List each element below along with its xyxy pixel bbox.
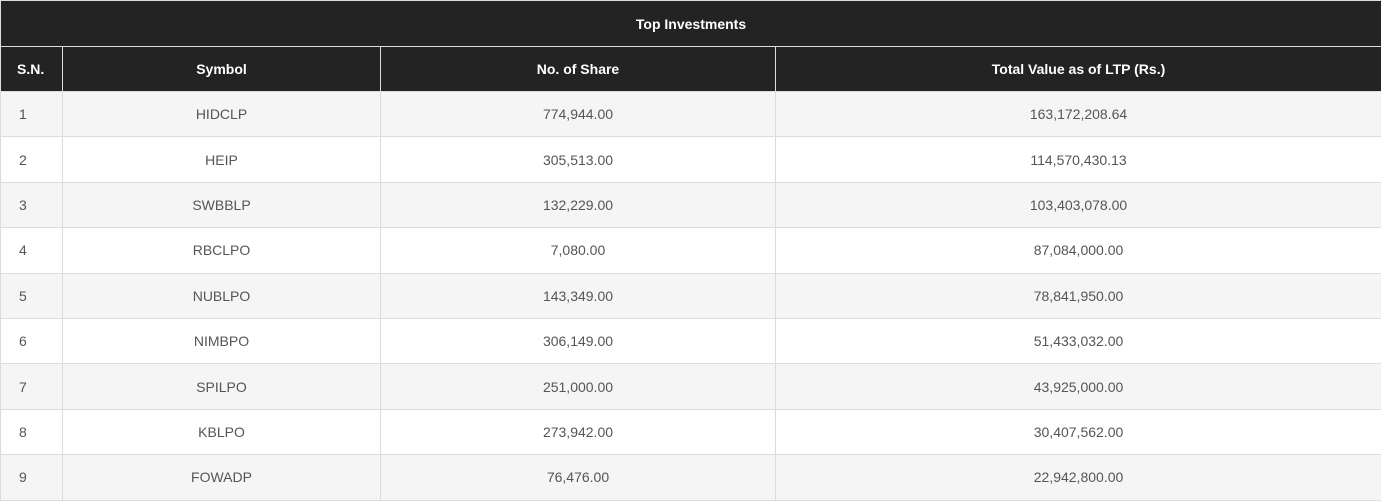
cell-value: 103,403,078.00 [774, 181, 1381, 229]
cell-sn: 1 [0, 90, 63, 138]
cell-sn: 2 [0, 136, 63, 183]
table-row: 2 HEIP 305,513.00 114,570,430.13 [0, 136, 1381, 183]
cell-shares: 774,944.00 [380, 90, 776, 138]
cell-symbol: HEIP [62, 136, 381, 183]
cell-symbol: NUBLPO [62, 272, 381, 319]
header-shares: No. of Share [380, 46, 776, 92]
cell-sn: 8 [0, 408, 63, 456]
cell-symbol: KBLPO [62, 408, 381, 456]
cell-shares: 76,476.00 [380, 454, 776, 501]
cell-shares: 306,149.00 [380, 317, 776, 365]
cell-symbol: RBCLPO [62, 227, 381, 274]
cell-value: 78,841,950.00 [774, 272, 1381, 319]
cell-shares: 132,229.00 [380, 181, 776, 229]
header-sn: S.N. [0, 46, 63, 92]
cell-sn: 5 [0, 272, 63, 319]
cell-value: 22,942,800.00 [774, 454, 1381, 501]
cell-value: 114,570,430.13 [774, 136, 1381, 183]
cell-symbol: FOWADP [62, 454, 381, 501]
cell-value: 87,084,000.00 [774, 227, 1381, 274]
cell-shares: 143,349.00 [380, 272, 776, 319]
table-title: Top Investments [0, 0, 1381, 47]
cell-value: 163,172,208.64 [774, 90, 1381, 138]
table-row: 4 RBCLPO 7,080.00 87,084,000.00 [0, 227, 1381, 274]
header-value: Total Value as of LTP (Rs.) [774, 46, 1381, 92]
cell-shares: 7,080.00 [380, 227, 776, 274]
cell-symbol: SWBBLP [62, 181, 381, 229]
cell-value: 43,925,000.00 [774, 363, 1381, 410]
cell-shares: 305,513.00 [380, 136, 776, 183]
table-header-row: S.N. Symbol No. of Share Total Value as … [0, 46, 1381, 92]
cell-value: 30,407,562.00 [774, 408, 1381, 456]
cell-sn: 7 [0, 363, 63, 410]
cell-sn: 9 [0, 454, 63, 501]
cell-value: 51,433,032.00 [774, 317, 1381, 365]
table-row: 7 SPILPO 251,000.00 43,925,000.00 [0, 363, 1381, 410]
table-row: 1 HIDCLP 774,944.00 163,172,208.64 [0, 90, 1381, 138]
table-row: 3 SWBBLP 132,229.00 103,403,078.00 [0, 181, 1381, 229]
table-row: 9 FOWADP 76,476.00 22,942,800.00 [0, 454, 1381, 501]
cell-sn: 6 [0, 317, 63, 365]
cell-shares: 273,942.00 [380, 408, 776, 456]
table-title-row: Top Investments [0, 0, 1381, 47]
cell-shares: 251,000.00 [380, 363, 776, 410]
cell-symbol: NIMBPO [62, 317, 381, 365]
table-row: 8 KBLPO 273,942.00 30,407,562.00 [0, 408, 1381, 456]
cell-symbol: SPILPO [62, 363, 381, 410]
table-row: 5 NUBLPO 143,349.00 78,841,950.00 [0, 272, 1381, 319]
table-body: 1 HIDCLP 774,944.00 163,172,208.64 2 HEI… [0, 90, 1381, 501]
header-symbol: Symbol [62, 46, 381, 92]
cell-sn: 4 [0, 227, 63, 274]
cell-sn: 3 [0, 181, 63, 229]
cell-symbol: HIDCLP [62, 90, 381, 138]
table-row: 6 NIMBPO 306,149.00 51,433,032.00 [0, 317, 1381, 365]
